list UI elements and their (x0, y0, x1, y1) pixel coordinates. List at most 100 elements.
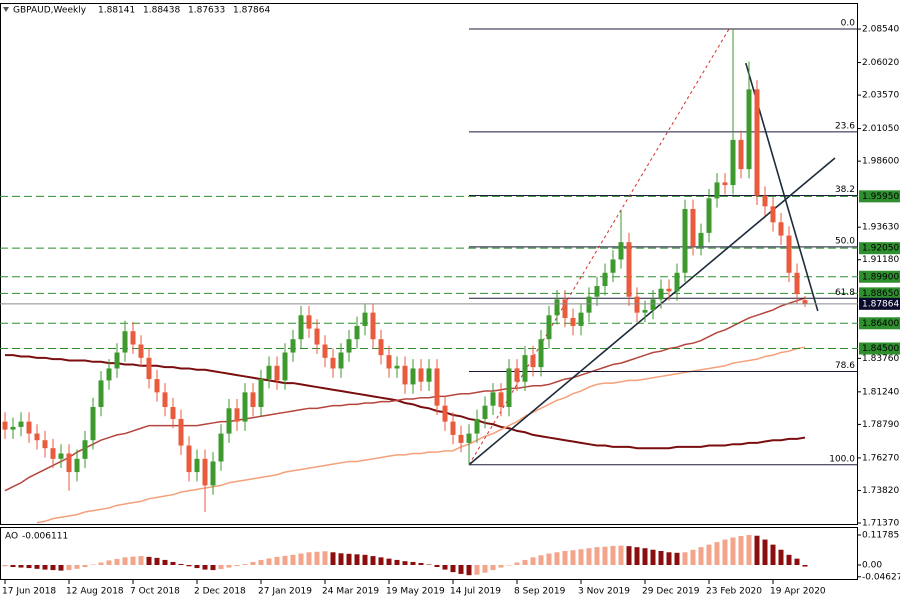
candle-body (138, 344, 144, 358)
candle-body (282, 352, 288, 381)
ao-bar (58, 565, 64, 571)
moving-average (4, 297, 806, 492)
candle-body (634, 296, 640, 313)
ohlc-high: 1.88438 (143, 6, 180, 16)
x-tick-label: 29 Dec 2019 (642, 587, 700, 597)
ao-bar (82, 565, 88, 568)
ao-bar (354, 554, 360, 566)
candle-body (26, 421, 32, 434)
ao-bar (610, 545, 616, 566)
candle-body (562, 299, 568, 318)
ao-bar (394, 559, 400, 566)
candle-body (2, 421, 8, 430)
ao-bar (234, 565, 240, 567)
x-tick-label: 19 May 2019 (386, 587, 445, 597)
ao-bar (346, 553, 352, 566)
ao-bar (522, 559, 528, 566)
candle-body (106, 368, 112, 381)
x-tick-label: 23 Feb 2020 (706, 587, 762, 597)
ao-bar (98, 562, 104, 566)
candle-body (402, 365, 408, 385)
ao-bar (2, 565, 8, 567)
ao-bar (450, 565, 456, 573)
x-tick-label: 17 Jun 2018 (2, 587, 56, 597)
candle-body (418, 368, 424, 382)
level-label-bg (859, 317, 900, 330)
candle-body (690, 208, 696, 247)
candle-body (458, 434, 464, 443)
collapse-icon[interactable] (3, 7, 9, 12)
ao-bar (474, 565, 480, 575)
candle-body (322, 344, 328, 358)
ao-bar (402, 561, 408, 566)
y-tick-label: 1.93630 (862, 223, 899, 233)
ao-bar (538, 555, 544, 566)
ao-bar (282, 555, 288, 566)
level-label-bg (859, 190, 900, 203)
ao-bar (578, 549, 584, 566)
candle-body (90, 406, 96, 441)
candle-body (146, 357, 152, 380)
candle-body (602, 272, 608, 287)
ao-bar (226, 565, 232, 568)
candle-body (666, 288, 672, 292)
ao-bar (386, 558, 392, 566)
ao-bar (506, 565, 512, 566)
ao-bar (218, 565, 224, 570)
ao-bar (442, 565, 448, 570)
ao-bar (546, 553, 552, 566)
candle-body (450, 421, 456, 435)
candle-body (98, 380, 104, 407)
candle-body (530, 355, 536, 368)
ao-bar (330, 552, 336, 566)
ao-bar (146, 556, 152, 566)
ao-bar (18, 565, 24, 568)
level-label: 1.86400 (862, 319, 899, 329)
candle-body (306, 315, 312, 329)
ao-bar (434, 565, 440, 568)
candle-body (186, 445, 192, 473)
candle-body (410, 368, 416, 385)
candle-body (610, 259, 616, 273)
ao-tick-label: -0.046275 (862, 572, 900, 582)
ao-tick-label: 0.00 (862, 561, 882, 571)
y-tick-label: 2.08540 (862, 25, 899, 35)
fib-label: 0.0 (841, 19, 856, 29)
candle-body (154, 379, 160, 393)
ohlc-low: 1.87633 (188, 6, 225, 16)
candle-body (442, 405, 448, 422)
trendline (468, 28, 730, 466)
candle-body (546, 315, 552, 340)
y-tick-label: 2.01050 (862, 124, 899, 134)
candle-body (74, 458, 80, 473)
ao-bar (634, 547, 640, 566)
candle-body (706, 198, 712, 233)
level-label-bg (859, 342, 900, 355)
candle-body (290, 339, 296, 353)
x-tick-label: 3 Nov 2019 (578, 587, 630, 597)
candle-body (130, 331, 136, 345)
candle-body (674, 272, 680, 292)
ao-bar (706, 544, 712, 566)
ao-bar (26, 565, 32, 569)
indicator-frame (0, 527, 858, 580)
ao-bar (250, 561, 256, 566)
candle-body (58, 453, 64, 459)
candle-body (522, 355, 528, 382)
ao-bar (410, 561, 416, 566)
fib-label: 23.6 (835, 121, 855, 131)
x-tick-label: 2 Dec 2018 (194, 587, 246, 597)
ao-bar (554, 552, 560, 566)
ao-bar (714, 542, 720, 566)
ao-bar (802, 565, 808, 567)
candle-body (578, 312, 584, 326)
candle-body (786, 235, 792, 273)
candle-body (122, 331, 128, 353)
candle-body (762, 195, 768, 207)
candle-body (346, 339, 352, 353)
candle-body (482, 405, 488, 419)
ao-bar (690, 549, 696, 566)
level-label: 1.95950 (862, 192, 899, 202)
ao-bar (154, 557, 160, 566)
